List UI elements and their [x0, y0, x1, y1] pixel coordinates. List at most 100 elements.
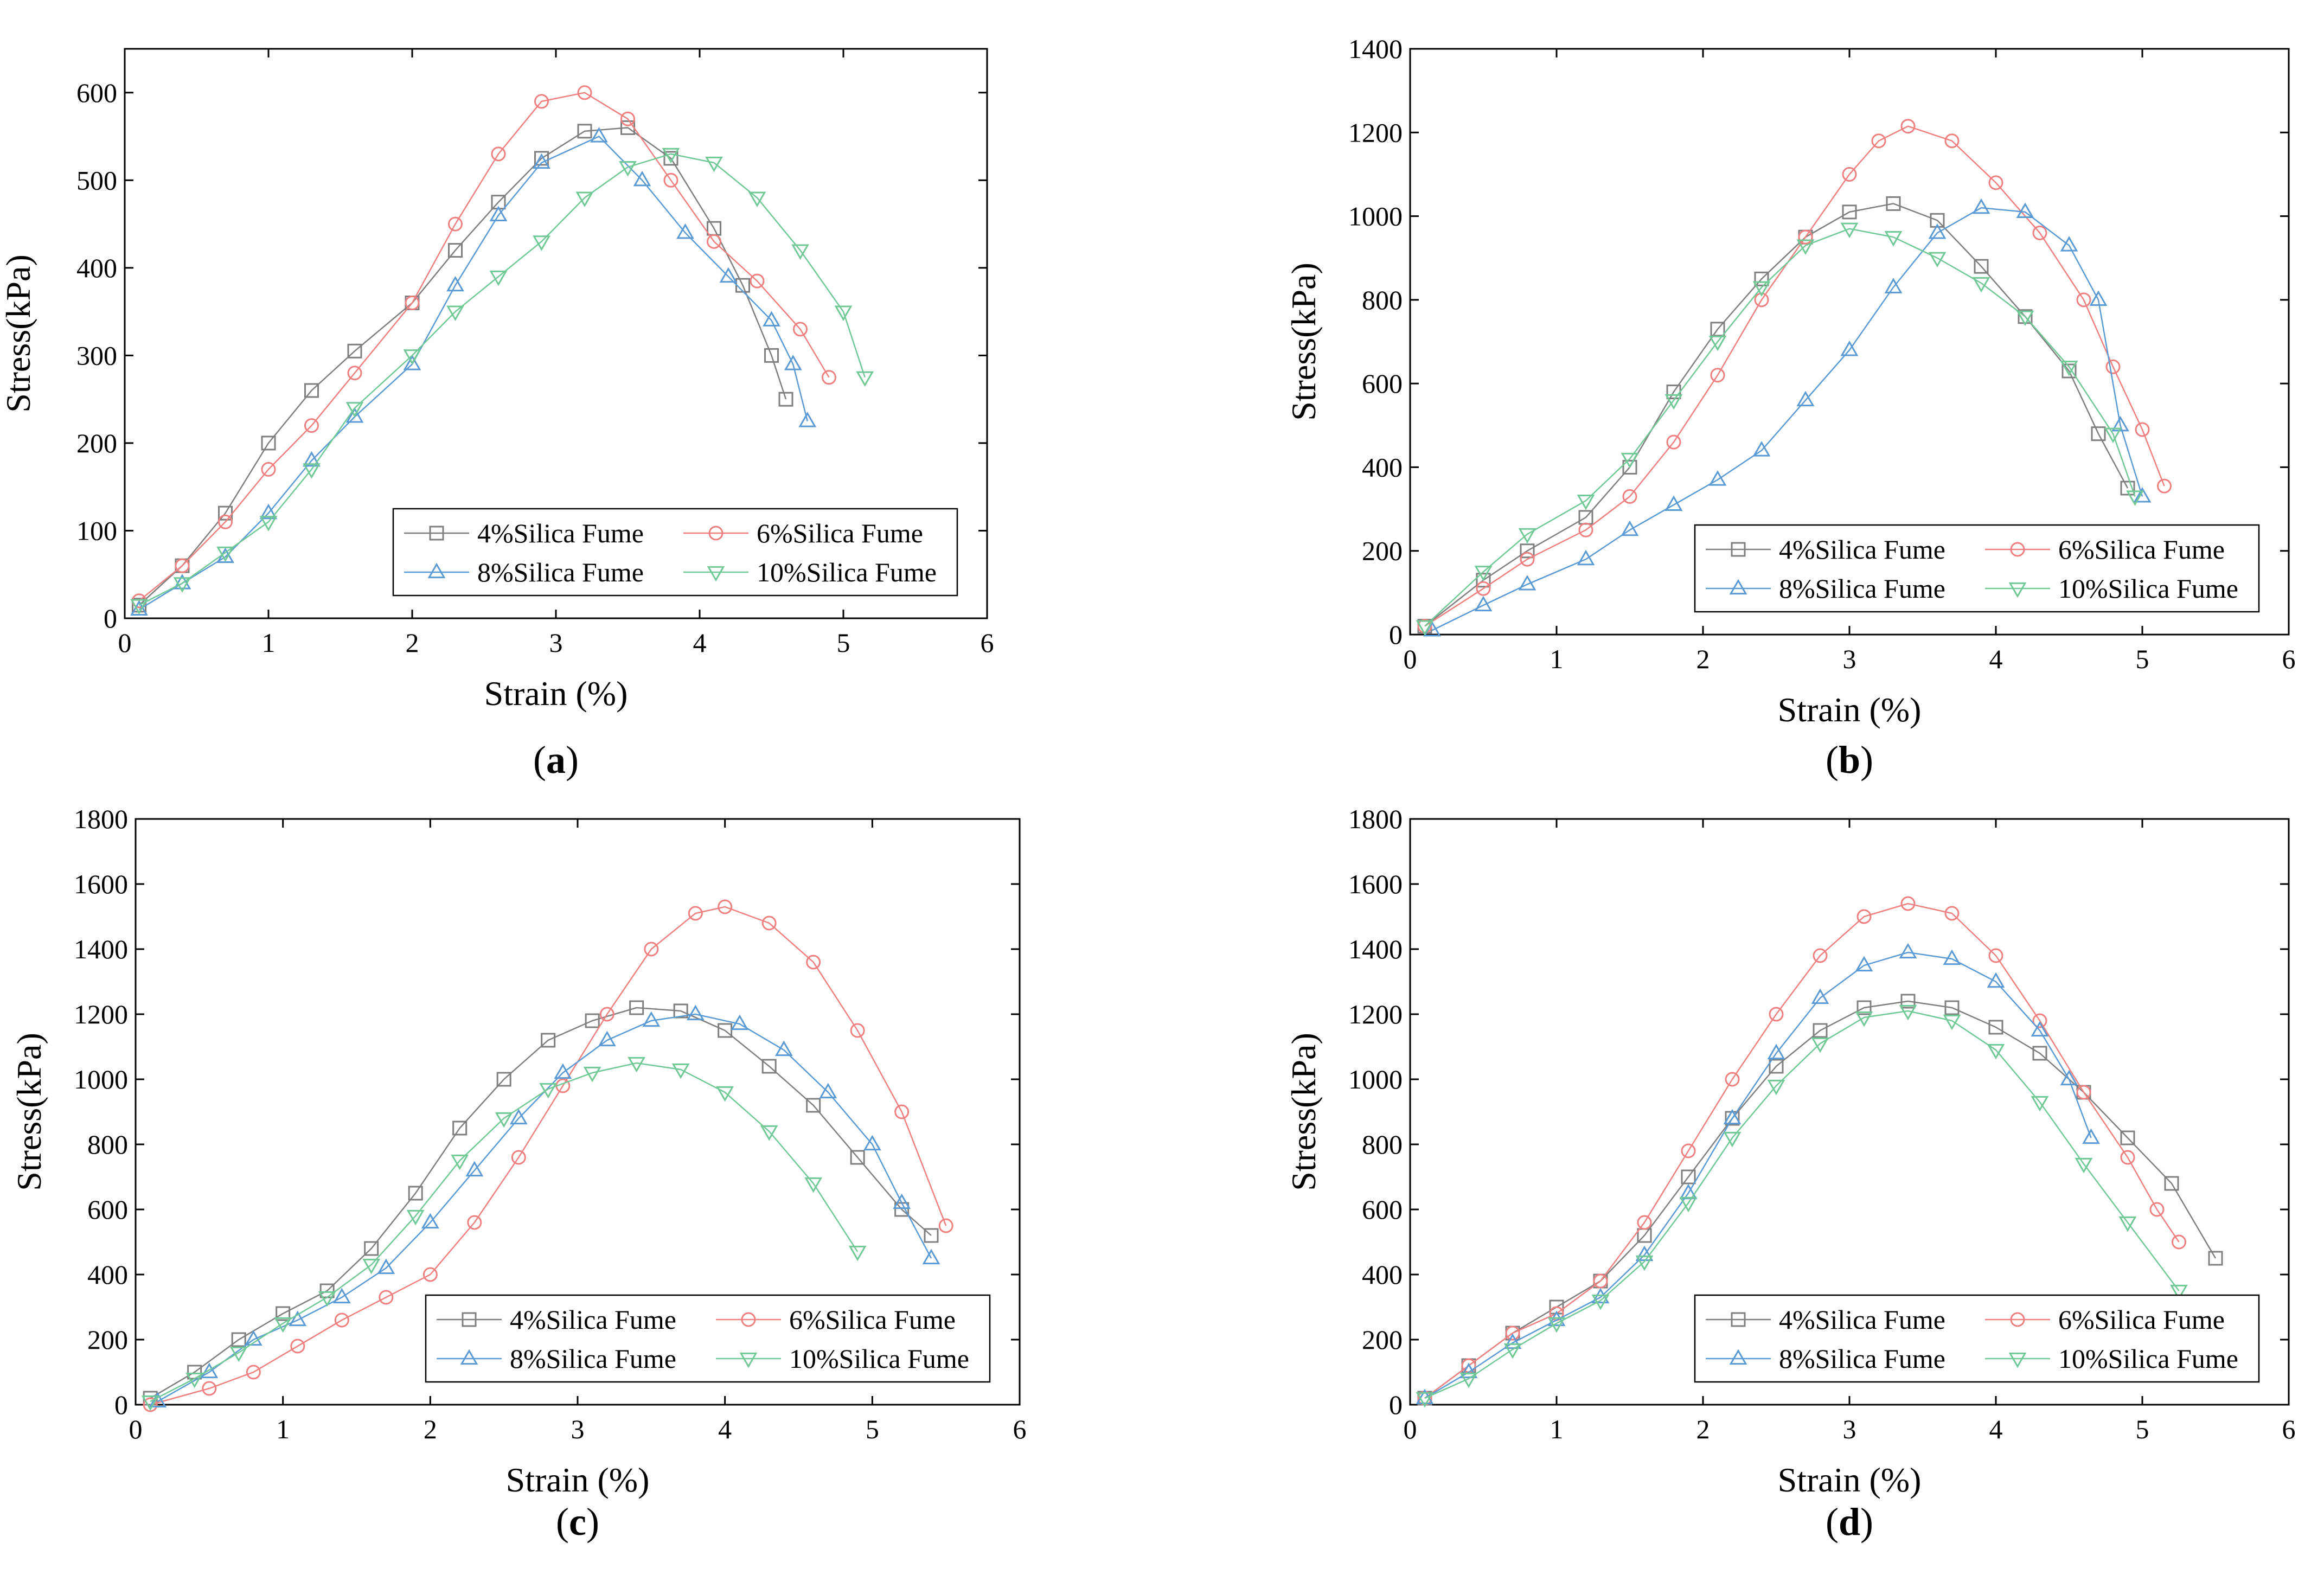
data-point [850, 1023, 865, 1038]
y-tick-label: 800 [1362, 1129, 1403, 1160]
data-point [202, 1381, 217, 1396]
legend-swatch-marker [427, 562, 446, 579]
data-point [2076, 292, 2091, 308]
data-point [1503, 1343, 1522, 1359]
legend-swatch-marker [462, 1312, 477, 1327]
data-point [1752, 281, 1771, 297]
x-tick-label: 6 [981, 628, 994, 658]
data-point [304, 383, 319, 398]
y-tick-label: 0 [1389, 619, 1403, 650]
y-tick-label: 200 [1362, 536, 1403, 566]
data-point [2170, 1284, 2188, 1301]
data-point [1593, 1273, 1608, 1289]
legend-swatch-marker [429, 526, 444, 541]
y-tick-label: 400 [76, 253, 117, 283]
legend-swatch-marker [1731, 542, 1746, 557]
data-point [509, 1109, 528, 1125]
data-point [173, 577, 191, 593]
series-line [1424, 951, 2092, 1399]
data-point [1577, 549, 1595, 566]
data-point [2031, 1021, 2049, 1037]
data-point [2075, 1157, 2093, 1174]
data-point [2126, 490, 2144, 506]
data-point [246, 1365, 261, 1380]
data-point [2208, 1251, 2223, 1266]
y-tick-label: 1000 [1348, 201, 1403, 232]
y-tick-label: 100 [76, 515, 117, 546]
y-tick-label: 1400 [1348, 934, 1403, 964]
data-point [1813, 1023, 1828, 1038]
legend-box [1694, 524, 2260, 613]
data-point [259, 516, 278, 532]
data-point [716, 1086, 734, 1102]
data-point [1520, 543, 1535, 559]
x-tick-label: 0 [1404, 644, 1417, 674]
series-2 [130, 127, 817, 616]
data-point [663, 172, 678, 188]
data-point [1754, 271, 1769, 286]
data-point [511, 1150, 526, 1165]
data-point [1723, 1131, 1742, 1148]
data-point [539, 1083, 558, 1099]
data-point [304, 418, 319, 433]
data-point [1811, 1037, 1829, 1053]
data-point [1459, 1362, 1478, 1379]
legend-entry: 10%Silica Fume [2058, 573, 2238, 604]
data-point [784, 355, 802, 370]
data-point [1796, 239, 1815, 255]
data-point [422, 1267, 438, 1282]
data-point [577, 85, 592, 100]
data-point [856, 371, 874, 387]
panel-caption: (d) [1826, 1500, 1873, 1544]
data-point [598, 1030, 616, 1047]
x-tick-label: 5 [866, 1414, 879, 1444]
legend-box [425, 1294, 991, 1383]
legend: 4%Silica Fume 6%Silica Fume 8%Silica Fume 1… [1694, 1294, 2260, 1383]
chart-panel-d: 0 1 2 3 4 5 6 0 200 400 600 800 1000 1200 1400 1600 1800… [1284, 804, 2296, 1544]
data-point [261, 462, 276, 477]
y-tick-label: 1400 [1348, 34, 1403, 64]
legend-entry: 8%Silica Fume [477, 557, 644, 587]
data-point [303, 463, 321, 479]
x-tick-label: 2 [1696, 1414, 1710, 1444]
legend-swatch-marker [2010, 1312, 2025, 1327]
data-point [1987, 972, 2005, 988]
data-point [1622, 489, 1637, 504]
data-point [1591, 1294, 1610, 1310]
y-tick-label: 600 [1362, 1194, 1403, 1225]
panel-caption: (b) [1826, 738, 1873, 782]
data-point [1811, 988, 1829, 1004]
data-point [2031, 1096, 2049, 1112]
data-point [1769, 1059, 1784, 1074]
data-point [1943, 1014, 1961, 1030]
series-line [1424, 228, 2136, 627]
data-point [2060, 361, 2078, 376]
data-point [599, 1007, 614, 1022]
data-point [1476, 573, 1491, 588]
data-point [1520, 552, 1535, 567]
data-point [750, 273, 765, 289]
series-1 [1417, 119, 2172, 634]
x-tick-label: 5 [837, 628, 850, 658]
data-point [2032, 1046, 2047, 1061]
data-point [141, 1395, 159, 1411]
x-axis-label: Strain (%) [484, 674, 628, 713]
y-tick-label: 1600 [74, 869, 128, 899]
data-point [1459, 1372, 1478, 1388]
data-point [793, 322, 808, 337]
data-point [489, 206, 508, 222]
data-point [1710, 322, 1725, 337]
legend-entry: 6%Silica Fume [757, 518, 923, 548]
legend-swatch-marker [707, 566, 725, 582]
legend-entry: 4%Silica Fume [510, 1304, 676, 1335]
legend-entry: 10%Silica Fume [2058, 1343, 2238, 1374]
data-point [761, 1059, 777, 1074]
data-point [2060, 236, 2078, 252]
data-point [1754, 292, 1769, 308]
data-point [1708, 470, 1727, 486]
x-tick-label: 1 [1550, 644, 1564, 674]
data-point [1928, 223, 1947, 239]
data-point [1798, 229, 1813, 245]
data-point [1664, 394, 1683, 410]
data-point [1664, 495, 1683, 511]
